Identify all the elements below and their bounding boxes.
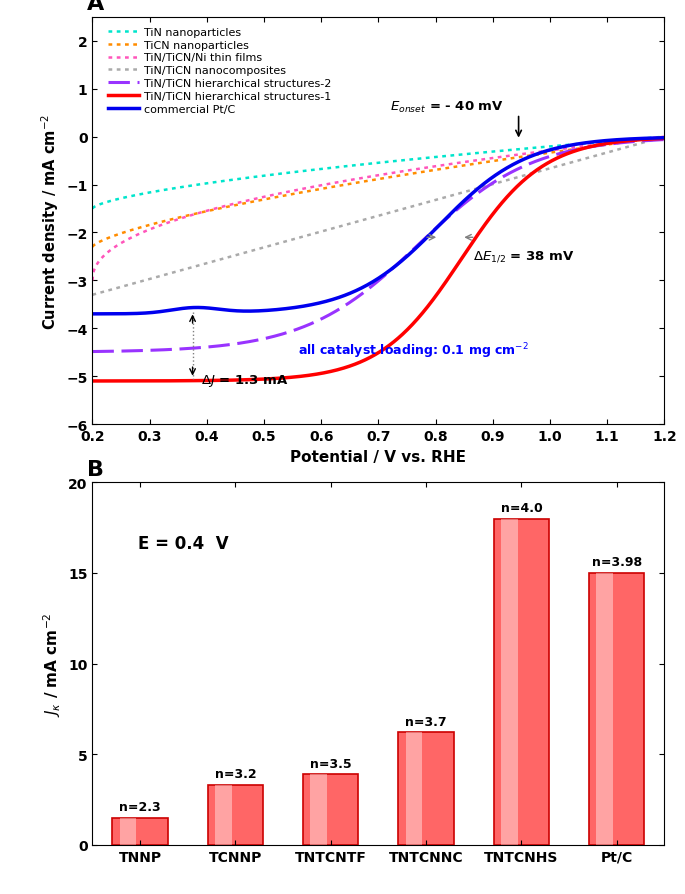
commercial Pt/C bbox=[453, 203, 461, 214]
TiN/TiCN hierarchical structures-1 bbox=[123, 376, 132, 387]
TiN/TiCN/Ni thin films bbox=[88, 275, 97, 286]
Text: n=3.2: n=3.2 bbox=[214, 768, 256, 780]
Line: TiN/TiCN/Ni thin films: TiN/TiCN/Ni thin films bbox=[92, 138, 664, 281]
Text: B: B bbox=[87, 460, 103, 479]
Text: A: A bbox=[87, 0, 104, 13]
TiN nanoparticles bbox=[123, 192, 132, 203]
commercial Pt/C bbox=[436, 220, 444, 231]
TiCN nanoparticles bbox=[660, 132, 669, 143]
TiCN nanoparticles bbox=[436, 164, 444, 175]
Line: commercial Pt/C: commercial Pt/C bbox=[92, 139, 664, 315]
TiN/TiCN nanocomposites bbox=[522, 170, 530, 181]
Bar bbox=[112, 818, 168, 845]
TiN/TiCN/Ni thin films bbox=[522, 149, 530, 160]
TiN/TiCN hierarchical structures-2 bbox=[88, 347, 97, 358]
commercial Pt/C bbox=[522, 154, 530, 164]
commercial Pt/C bbox=[421, 235, 429, 246]
TiN/TiCN nanocomposites bbox=[660, 132, 669, 143]
Text: all catalyst loading: 0.1 mg cm$^{-2}$: all catalyst loading: 0.1 mg cm$^{-2}$ bbox=[299, 342, 530, 361]
TiN nanoparticles bbox=[453, 150, 461, 161]
Text: n=2.3: n=2.3 bbox=[119, 800, 161, 814]
TiN/TiCN hierarchical structures-2 bbox=[522, 161, 530, 172]
TiN/TiCN hierarchical structures-2 bbox=[123, 346, 132, 357]
Line: TiCN nanoparticles: TiCN nanoparticles bbox=[92, 138, 664, 248]
TiN nanoparticles bbox=[522, 144, 530, 155]
Bar bbox=[310, 774, 327, 845]
TiN nanoparticles bbox=[88, 204, 97, 215]
commercial Pt/C bbox=[123, 309, 132, 320]
TiN/TiCN hierarchical structures-2 bbox=[421, 234, 429, 245]
commercial Pt/C bbox=[660, 133, 669, 144]
Text: n=3.98: n=3.98 bbox=[592, 556, 642, 569]
TiN nanoparticles bbox=[660, 132, 669, 143]
TiN/TiCN hierarchical structures-1 bbox=[88, 376, 97, 387]
TiN/TiCN hierarchical structures-1 bbox=[522, 173, 530, 184]
Line: TiN/TiCN hierarchical structures-1: TiN/TiCN hierarchical structures-1 bbox=[92, 139, 664, 382]
TiN/TiCN/Ni thin films bbox=[581, 141, 589, 152]
TiN/TiCN nanocomposites bbox=[436, 194, 444, 205]
Legend: TiN nanoparticles, TiCN nanoparticles, TiN/TiCN/Ni thin films, TiN/TiCN nanocomp: TiN nanoparticles, TiCN nanoparticles, T… bbox=[103, 23, 336, 119]
Text: $\Delta E_{1/2}$ = 38 mV: $\Delta E_{1/2}$ = 38 mV bbox=[473, 249, 575, 264]
Text: $\Delta J$ = 1.3 mA: $\Delta J$ = 1.3 mA bbox=[201, 373, 288, 389]
TiN nanoparticles bbox=[436, 152, 444, 163]
Y-axis label: $J_{\kappa}$ / mA cm$^{-2}$: $J_{\kappa}$ / mA cm$^{-2}$ bbox=[41, 611, 62, 716]
Bar bbox=[208, 785, 263, 845]
Text: $E_{onset}$ = - 40 mV: $E_{onset}$ = - 40 mV bbox=[390, 100, 504, 115]
commercial Pt/C bbox=[88, 309, 97, 320]
TiN/TiCN hierarchical structures-2 bbox=[436, 220, 444, 231]
TiN/TiCN/Ni thin films bbox=[436, 161, 444, 172]
TiN nanoparticles bbox=[581, 139, 589, 149]
Bar bbox=[120, 818, 136, 845]
Bar bbox=[215, 785, 232, 845]
Text: E = 0.4  V: E = 0.4 V bbox=[138, 534, 229, 552]
TiN/TiCN nanocomposites bbox=[581, 154, 589, 164]
Bar bbox=[597, 573, 613, 845]
TiN/TiCN nanocomposites bbox=[88, 290, 97, 300]
TiN/TiCN/Ni thin films bbox=[123, 235, 132, 246]
Bar bbox=[303, 774, 358, 845]
TiN/TiCN/Ni thin films bbox=[453, 158, 461, 169]
TiN/TiCN hierarchical structures-2 bbox=[453, 205, 461, 215]
TiN/TiCN hierarchical structures-1 bbox=[421, 306, 429, 316]
Bar bbox=[406, 732, 422, 845]
X-axis label: Potential / V vs. RHE: Potential / V vs. RHE bbox=[290, 449, 466, 464]
TiCN nanoparticles bbox=[522, 151, 530, 162]
TiN/TiCN hierarchical structures-1 bbox=[453, 261, 461, 272]
TiCN nanoparticles bbox=[453, 162, 461, 173]
Bar bbox=[399, 732, 453, 845]
Text: n=4.0: n=4.0 bbox=[501, 502, 543, 514]
TiCN nanoparticles bbox=[421, 167, 429, 178]
Line: TiN/TiCN hierarchical structures-2: TiN/TiCN hierarchical structures-2 bbox=[92, 140, 664, 352]
Text: n=3.5: n=3.5 bbox=[310, 756, 351, 770]
TiN/TiCN hierarchical structures-1 bbox=[581, 143, 589, 154]
TiN/TiCN/Ni thin films bbox=[421, 164, 429, 174]
TiN/TiCN hierarchical structures-2 bbox=[581, 143, 589, 154]
TiN/TiCN nanocomposites bbox=[453, 190, 461, 200]
TiN/TiCN/Ni thin films bbox=[660, 132, 669, 143]
TiN/TiCN hierarchical structures-1 bbox=[436, 286, 444, 297]
TiN/TiCN hierarchical structures-2 bbox=[660, 135, 669, 146]
TiN/TiCN hierarchical structures-1 bbox=[660, 134, 669, 145]
TiN/TiCN nanocomposites bbox=[421, 198, 429, 209]
TiN nanoparticles bbox=[421, 154, 429, 164]
TiCN nanoparticles bbox=[123, 226, 132, 237]
TiCN nanoparticles bbox=[581, 143, 589, 154]
Bar bbox=[589, 573, 645, 845]
Bar bbox=[501, 519, 518, 845]
Line: TiN nanoparticles: TiN nanoparticles bbox=[92, 138, 664, 209]
TiN/TiCN nanocomposites bbox=[123, 281, 132, 291]
commercial Pt/C bbox=[581, 139, 589, 149]
Y-axis label: Current density / mA cm$^{-2}$: Current density / mA cm$^{-2}$ bbox=[39, 114, 61, 329]
Bar bbox=[494, 519, 549, 845]
TiCN nanoparticles bbox=[88, 242, 97, 253]
Line: TiN/TiCN nanocomposites: TiN/TiCN nanocomposites bbox=[92, 138, 664, 295]
Text: n=3.7: n=3.7 bbox=[406, 715, 447, 728]
